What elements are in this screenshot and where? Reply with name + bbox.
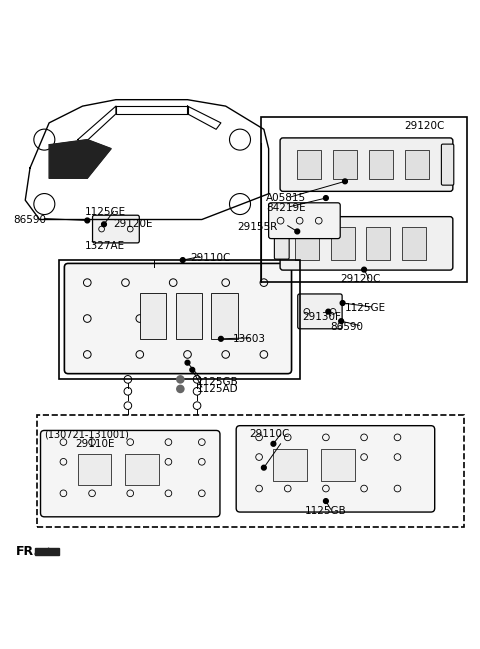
Circle shape bbox=[324, 498, 328, 504]
Bar bbox=[125, 454, 159, 485]
Text: FR.: FR. bbox=[16, 545, 39, 557]
Text: 13603: 13603 bbox=[233, 334, 266, 344]
Circle shape bbox=[271, 441, 276, 447]
Text: (130721-131001): (130721-131001) bbox=[44, 429, 129, 439]
Circle shape bbox=[340, 300, 345, 306]
Circle shape bbox=[262, 465, 266, 470]
Text: 29120C: 29120C bbox=[405, 121, 445, 132]
Text: A05815: A05815 bbox=[266, 193, 306, 203]
FancyBboxPatch shape bbox=[269, 202, 340, 239]
Bar bbox=[321, 449, 355, 481]
Bar bbox=[331, 227, 355, 260]
FancyBboxPatch shape bbox=[64, 263, 291, 374]
Text: 1125GE: 1125GE bbox=[85, 207, 126, 217]
Text: 1327AE: 1327AE bbox=[85, 241, 125, 251]
Polygon shape bbox=[49, 140, 111, 178]
Text: 29120E: 29120E bbox=[114, 219, 153, 229]
Text: 1125AD: 1125AD bbox=[197, 384, 239, 394]
Circle shape bbox=[362, 267, 366, 272]
Text: 1125GB: 1125GB bbox=[304, 506, 346, 515]
Text: 29110E: 29110E bbox=[75, 439, 115, 449]
Text: 29110C: 29110C bbox=[250, 429, 290, 439]
Text: 29110C: 29110C bbox=[190, 252, 230, 263]
Text: 29120C: 29120C bbox=[340, 274, 381, 284]
Circle shape bbox=[180, 258, 185, 262]
Bar bbox=[37, 415, 464, 528]
Bar bbox=[274, 449, 307, 481]
Circle shape bbox=[85, 218, 90, 223]
Bar bbox=[402, 227, 426, 260]
FancyBboxPatch shape bbox=[298, 294, 342, 329]
Circle shape bbox=[339, 319, 344, 324]
Bar bbox=[405, 151, 429, 179]
Bar bbox=[140, 293, 166, 339]
FancyBboxPatch shape bbox=[280, 138, 453, 191]
Polygon shape bbox=[35, 548, 59, 554]
Text: 29130F: 29130F bbox=[302, 312, 341, 323]
FancyBboxPatch shape bbox=[40, 430, 220, 517]
Circle shape bbox=[295, 229, 300, 234]
Text: 86590: 86590 bbox=[331, 322, 364, 332]
Circle shape bbox=[176, 375, 185, 384]
Text: 29155R: 29155R bbox=[238, 222, 278, 232]
Bar bbox=[333, 151, 357, 179]
Circle shape bbox=[176, 385, 185, 393]
Bar bbox=[295, 227, 319, 260]
Circle shape bbox=[102, 222, 107, 227]
Text: 84219E: 84219E bbox=[266, 202, 306, 213]
Bar bbox=[78, 454, 111, 485]
FancyBboxPatch shape bbox=[275, 228, 289, 259]
Text: 1125GE: 1125GE bbox=[345, 303, 386, 313]
Bar bbox=[297, 151, 321, 179]
Circle shape bbox=[185, 360, 190, 365]
Circle shape bbox=[324, 195, 328, 201]
Bar bbox=[369, 151, 393, 179]
FancyBboxPatch shape bbox=[442, 144, 454, 185]
FancyBboxPatch shape bbox=[280, 217, 453, 270]
Text: 1125GB: 1125GB bbox=[197, 377, 239, 387]
FancyBboxPatch shape bbox=[236, 426, 435, 512]
Circle shape bbox=[343, 179, 348, 184]
FancyBboxPatch shape bbox=[93, 215, 139, 243]
Bar bbox=[176, 293, 202, 339]
Circle shape bbox=[190, 367, 195, 373]
Bar bbox=[59, 260, 300, 380]
Bar bbox=[366, 227, 390, 260]
Bar bbox=[262, 117, 467, 282]
Circle shape bbox=[326, 309, 331, 314]
Text: 86590: 86590 bbox=[13, 215, 46, 225]
Bar bbox=[211, 293, 238, 339]
Circle shape bbox=[218, 336, 223, 341]
